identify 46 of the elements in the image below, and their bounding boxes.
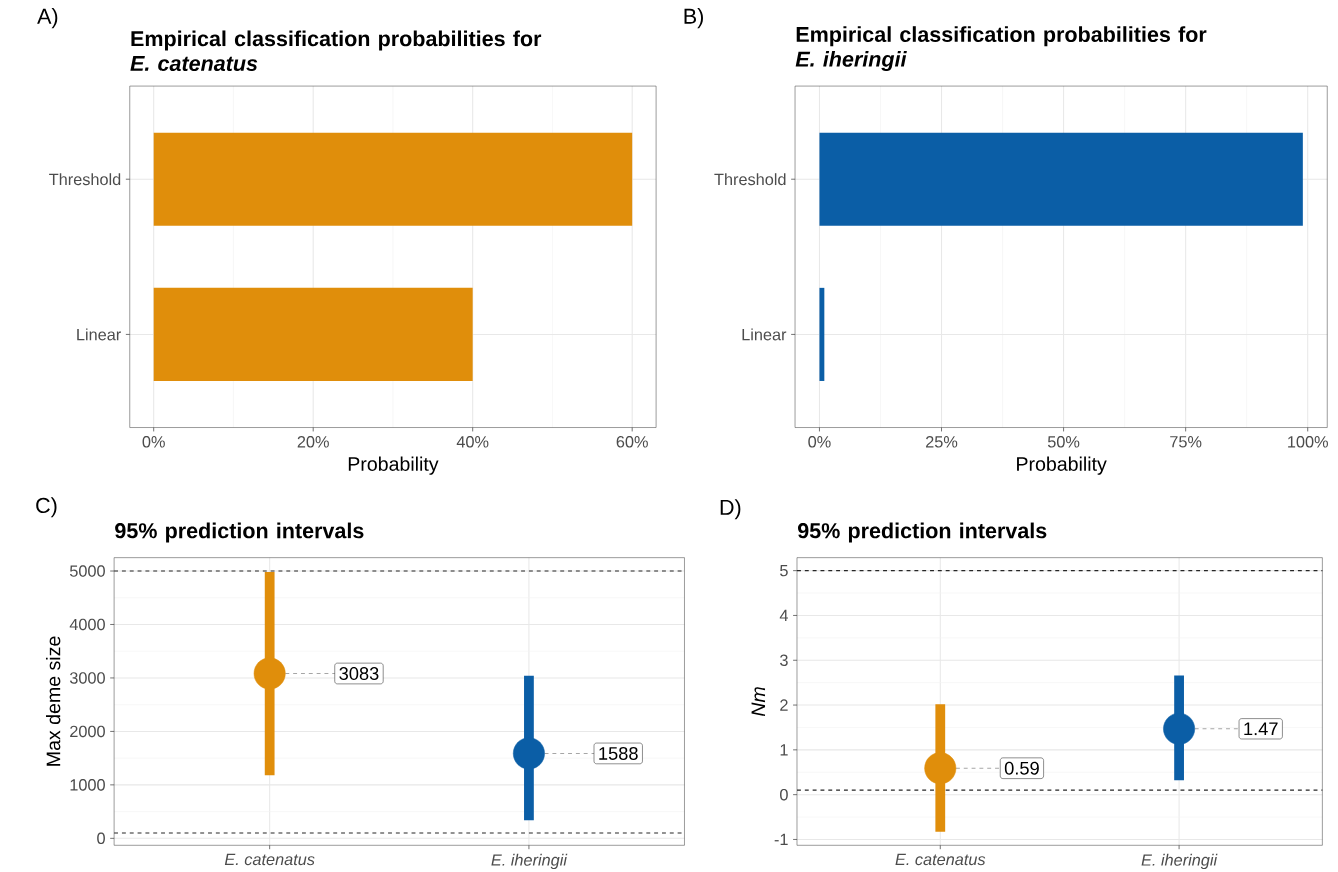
y-tick-label: 4 — [779, 610, 788, 622]
y-tick-label: 3 — [780, 654, 788, 667]
x-tick-label: 20% — [297, 436, 329, 448]
text: C) — [36, 497, 57, 518]
y-tick-label: 3000 — [69, 672, 105, 684]
x-tick-label: E. iheringii — [491, 853, 568, 870]
text: B) — [684, 8, 703, 29]
chart-title: 95% prediction intervals — [115, 522, 364, 543]
y-tick-label: -1 — [774, 834, 788, 846]
y-tick-label: 1000 — [70, 779, 105, 791]
chart-title: Empirical classification probabilities for E. catenatus — [130, 30, 542, 72]
y-tick-label: 0 — [97, 832, 105, 845]
data-label: 1.47 — [1244, 722, 1278, 736]
text: A) — [37, 8, 58, 29]
y-tick-label: 1 — [780, 744, 788, 756]
x-tick-label: 0% — [142, 436, 165, 448]
x-tick-label: 40% — [456, 436, 489, 448]
y-tick-label: 2 — [780, 699, 788, 711]
x-tick-label: 50% — [1047, 436, 1080, 448]
x-axis-title: Probability — [348, 456, 439, 475]
x-tick-label: E. catenatus — [224, 853, 315, 866]
x-tick-label: 60% — [616, 436, 648, 448]
y-tick-label: Threshold — [714, 173, 786, 186]
chart-title: 95% prediction intervals — [797, 522, 1047, 543]
data-label: 1588 — [599, 747, 638, 761]
y-axis-title: Max deme size — [45, 636, 61, 766]
y-tick-label: 4000 — [69, 618, 105, 631]
y-tick-label: 5000 — [69, 565, 105, 577]
x-axis-title: Probability — [1017, 456, 1107, 475]
y-axis-title: Nm — [751, 687, 766, 717]
y-tick-label: 5 — [780, 565, 788, 577]
x-tick-label: 75% — [1170, 436, 1202, 448]
x-tick-label: E. iheringii — [1141, 853, 1218, 870]
x-tick-label: 0% — [808, 436, 831, 448]
data-label: 0.59 — [1004, 761, 1039, 775]
chart-title: Empirical classification probabilities for E. iheringii — [795, 26, 1207, 72]
y-tick-label: Linear — [77, 328, 121, 341]
y-tick-label: 0 — [780, 789, 788, 801]
text: D) — [720, 499, 741, 520]
x-tick-label: 25% — [926, 436, 958, 448]
y-tick-label: 2000 — [70, 725, 105, 738]
data-label: 3083 — [339, 667, 379, 681]
x-tick-label: E. catenatus — [895, 853, 986, 866]
x-tick-label: 100% — [1288, 436, 1328, 448]
y-tick-label: Linear — [742, 328, 787, 341]
y-tick-label: Threshold — [49, 173, 121, 186]
